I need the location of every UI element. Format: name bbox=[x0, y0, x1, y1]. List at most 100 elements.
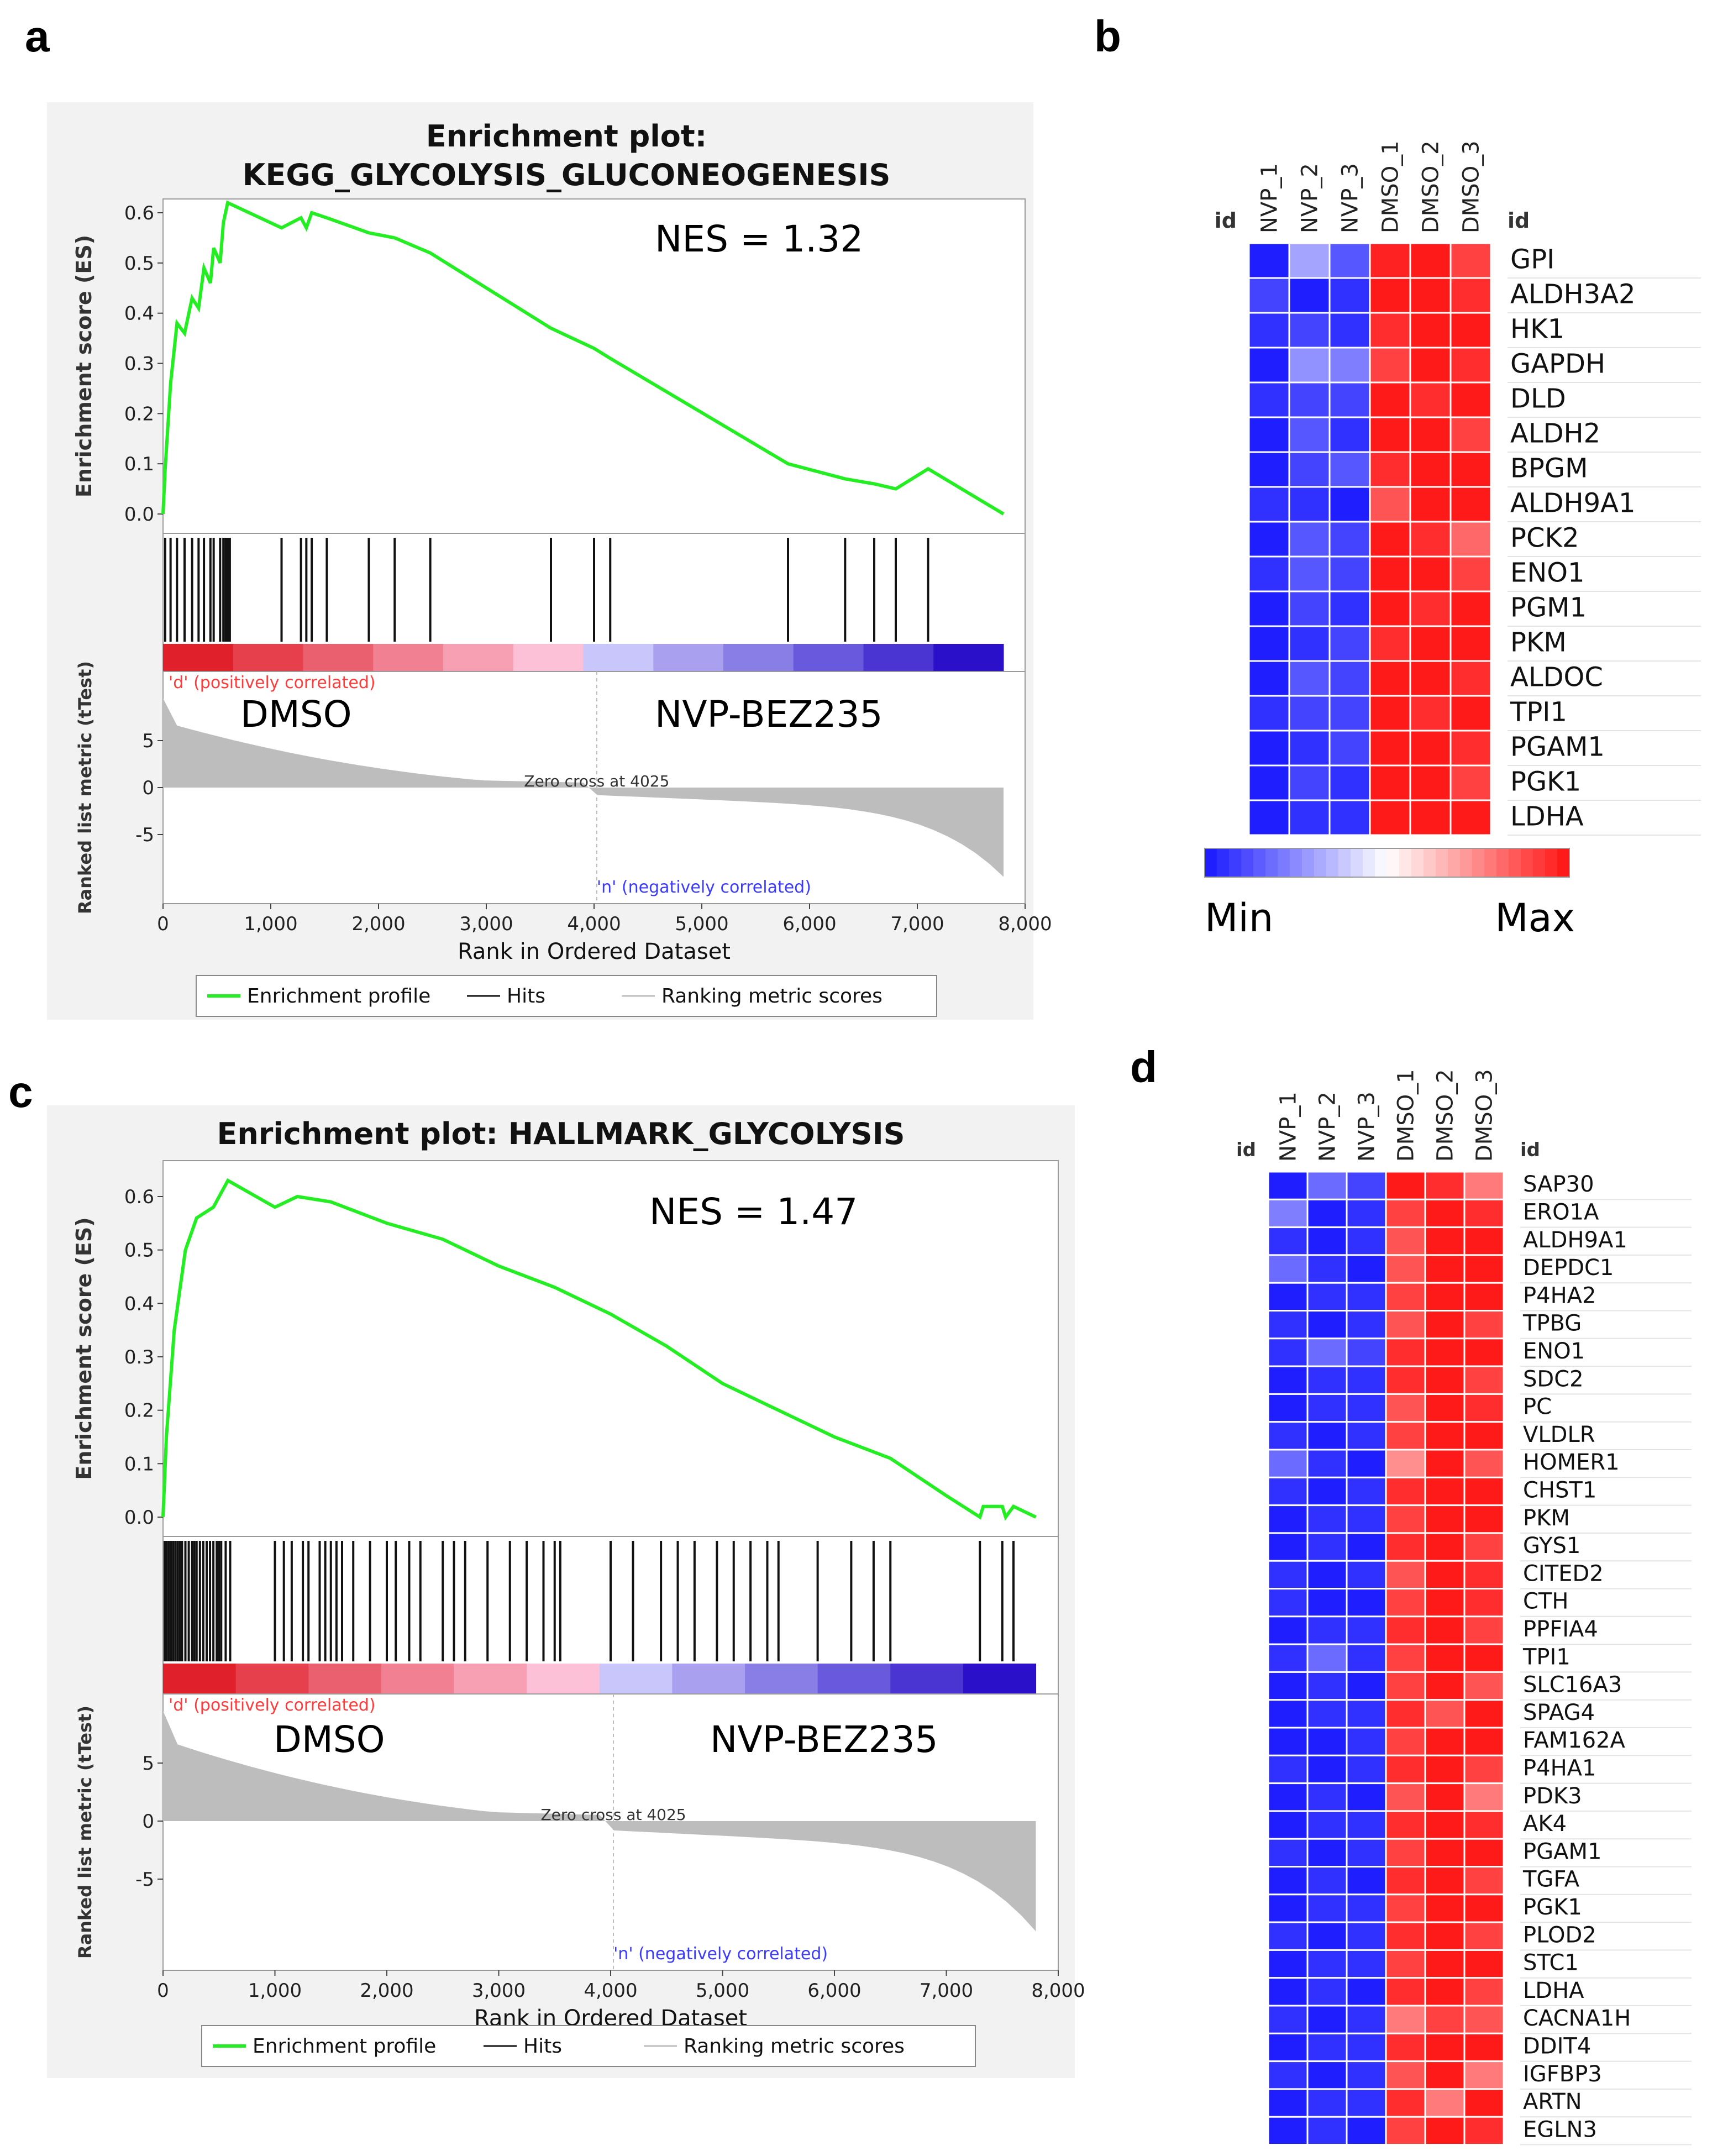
heatmap-cell bbox=[1288, 242, 1331, 279]
heatmap-cell bbox=[1385, 1977, 1426, 2007]
gene-label: ENO1 bbox=[1510, 557, 1585, 588]
heatmap-cell bbox=[1369, 590, 1411, 627]
y2-tick-label: 0 bbox=[142, 1811, 154, 1833]
x-tick-label: 3,000 bbox=[459, 913, 513, 935]
heatmap-cell bbox=[1346, 1198, 1387, 1229]
correlation-color-bar-segment bbox=[963, 1664, 1036, 1694]
heatmap-cell bbox=[1449, 590, 1492, 627]
heatmap-cell bbox=[1424, 1893, 1466, 1923]
gene-label: TPI1 bbox=[1510, 696, 1567, 727]
group-label-nvp: NVP-BEZ235 bbox=[710, 1718, 938, 1761]
gene-label: GPI bbox=[1510, 244, 1554, 275]
heatmap-cell bbox=[1306, 1977, 1348, 2007]
heatmap-cell bbox=[1328, 347, 1371, 384]
y-tick-label: 0.6 bbox=[124, 1186, 154, 1208]
heatmap-cell bbox=[1306, 1893, 1348, 1923]
gene-label: ALDH9A1 bbox=[1510, 487, 1636, 518]
color-scale-segment bbox=[1460, 848, 1473, 877]
gene-label: PGAM1 bbox=[1523, 1839, 1601, 1864]
heatmap-cell bbox=[1346, 1866, 1387, 1896]
heatmap-cell bbox=[1248, 242, 1290, 279]
heatmap-cell bbox=[1248, 312, 1290, 349]
correlation-color-bar-segment bbox=[723, 644, 794, 672]
gene-label: ALDH3A2 bbox=[1510, 279, 1636, 310]
heatmap-cell bbox=[1267, 2060, 1309, 2090]
heatmap-cell bbox=[1385, 1699, 1426, 1729]
column-header: NVP_2 bbox=[1315, 1092, 1341, 1162]
heatmap-cell bbox=[1385, 1504, 1426, 1534]
y2-tick-label: 5 bbox=[142, 1753, 154, 1775]
heatmap-cell bbox=[1267, 1282, 1309, 1312]
heatmap-cell bbox=[1267, 1699, 1309, 1729]
heatmap-cell bbox=[1385, 1921, 1426, 1951]
heatmap-cell bbox=[1449, 695, 1492, 732]
heatmap-cell bbox=[1267, 1310, 1309, 1340]
heatmap-cell bbox=[1449, 625, 1492, 662]
heatmap-cell bbox=[1409, 730, 1452, 767]
color-scale-segment bbox=[1302, 848, 1315, 877]
heatmap-cell bbox=[1424, 1310, 1466, 1340]
heatmap-cell bbox=[1306, 1810, 1348, 1840]
heatmap-cell bbox=[1267, 2088, 1309, 2118]
heatmap-cell bbox=[1424, 1754, 1466, 1785]
color-scale-segment bbox=[1521, 848, 1533, 877]
heatmap-cell bbox=[1463, 2116, 1505, 2145]
heatmap-cell bbox=[1346, 1643, 1387, 1673]
heatmap-cell bbox=[1409, 521, 1452, 558]
y-tick-label: 0.6 bbox=[124, 202, 154, 224]
gene-label: CTH bbox=[1523, 1589, 1568, 1614]
heatmap-cell bbox=[1346, 1699, 1387, 1729]
x-tick-label: 0 bbox=[157, 1980, 169, 2002]
heatmap-cell bbox=[1463, 1365, 1505, 1395]
heatmap-cell bbox=[1409, 695, 1452, 732]
y-tick-label: 0.3 bbox=[124, 1346, 154, 1368]
x-tick-label: 4,000 bbox=[567, 913, 621, 935]
correlation-color-bar-segment bbox=[583, 644, 654, 672]
heatmap-cell bbox=[1328, 695, 1371, 732]
gsea-plot-hallmark-glycolysis: Enrichment plot: HALLMARK_GLYCOLYSIS 0.0 0… bbox=[47, 1105, 1085, 2078]
heatmap-cell bbox=[1369, 486, 1411, 523]
gene-label: ARTN bbox=[1523, 2089, 1582, 2115]
plot-title-line1: Enrichment plot: HALLMARK_GLYCOLYSIS bbox=[217, 1116, 905, 1151]
gene-label: HK1 bbox=[1510, 313, 1564, 344]
gene-label: SPAG4 bbox=[1523, 1700, 1595, 1725]
heatmap-cell bbox=[1424, 1560, 1466, 1590]
color-scale-segment bbox=[1265, 848, 1278, 877]
x-tick-label: 8,000 bbox=[1031, 1980, 1085, 2002]
heatmap-cell bbox=[1424, 1282, 1466, 1312]
heatmap-cell bbox=[1267, 1838, 1309, 1868]
heatmap-cell bbox=[1288, 799, 1331, 836]
es-panel bbox=[162, 198, 1026, 534]
y-axis-label: Enrichment score (ES) bbox=[72, 1217, 96, 1480]
heatmap-cell bbox=[1369, 799, 1411, 836]
heatmap-cell bbox=[1248, 277, 1290, 314]
gsea-plot-kegg-glycolysis: Enrichment plot: KEGG_GLYCOLYSIS_GLUCONEO… bbox=[47, 102, 1052, 1020]
heatmap-cell bbox=[1248, 799, 1290, 836]
heatmap-cell bbox=[1424, 1977, 1466, 2007]
heatmap-cell bbox=[1267, 1198, 1309, 1229]
heatmap-cell bbox=[1267, 1727, 1309, 1756]
heatmap-cell bbox=[1463, 1893, 1505, 1923]
correlation-color-bar-segment bbox=[863, 644, 934, 672]
heatmap-cell bbox=[1369, 416, 1411, 453]
gene-label: AK4 bbox=[1523, 1811, 1567, 1837]
heatmap-cell bbox=[1463, 1643, 1505, 1673]
heatmap-cell bbox=[1449, 312, 1492, 349]
heatmap-cell bbox=[1424, 1727, 1466, 1756]
color-scale-segment bbox=[1496, 848, 1509, 877]
color-scale-segment bbox=[1326, 848, 1339, 877]
heatmap-cell bbox=[1288, 416, 1331, 453]
y-tick-label: 0.2 bbox=[124, 403, 154, 425]
heatmap-cell bbox=[1306, 1310, 1348, 1340]
x-tick-label: 7,000 bbox=[920, 1980, 973, 2002]
heatmap-cell bbox=[1463, 1254, 1505, 1284]
legend-label: Enrichment profile bbox=[253, 2035, 436, 2058]
column-header: DMSO_3 bbox=[1472, 1069, 1498, 1162]
heatmap-cell bbox=[1424, 1254, 1466, 1284]
heatmap-cell bbox=[1449, 242, 1492, 279]
correlation-color-bar-segment bbox=[454, 1664, 527, 1694]
column-header: DMSO_2 bbox=[1419, 140, 1444, 233]
panel-letter-c: c bbox=[8, 1067, 33, 1116]
gene-label: ALDH9A1 bbox=[1523, 1227, 1627, 1253]
y-tick-label: 0.1 bbox=[124, 453, 154, 475]
